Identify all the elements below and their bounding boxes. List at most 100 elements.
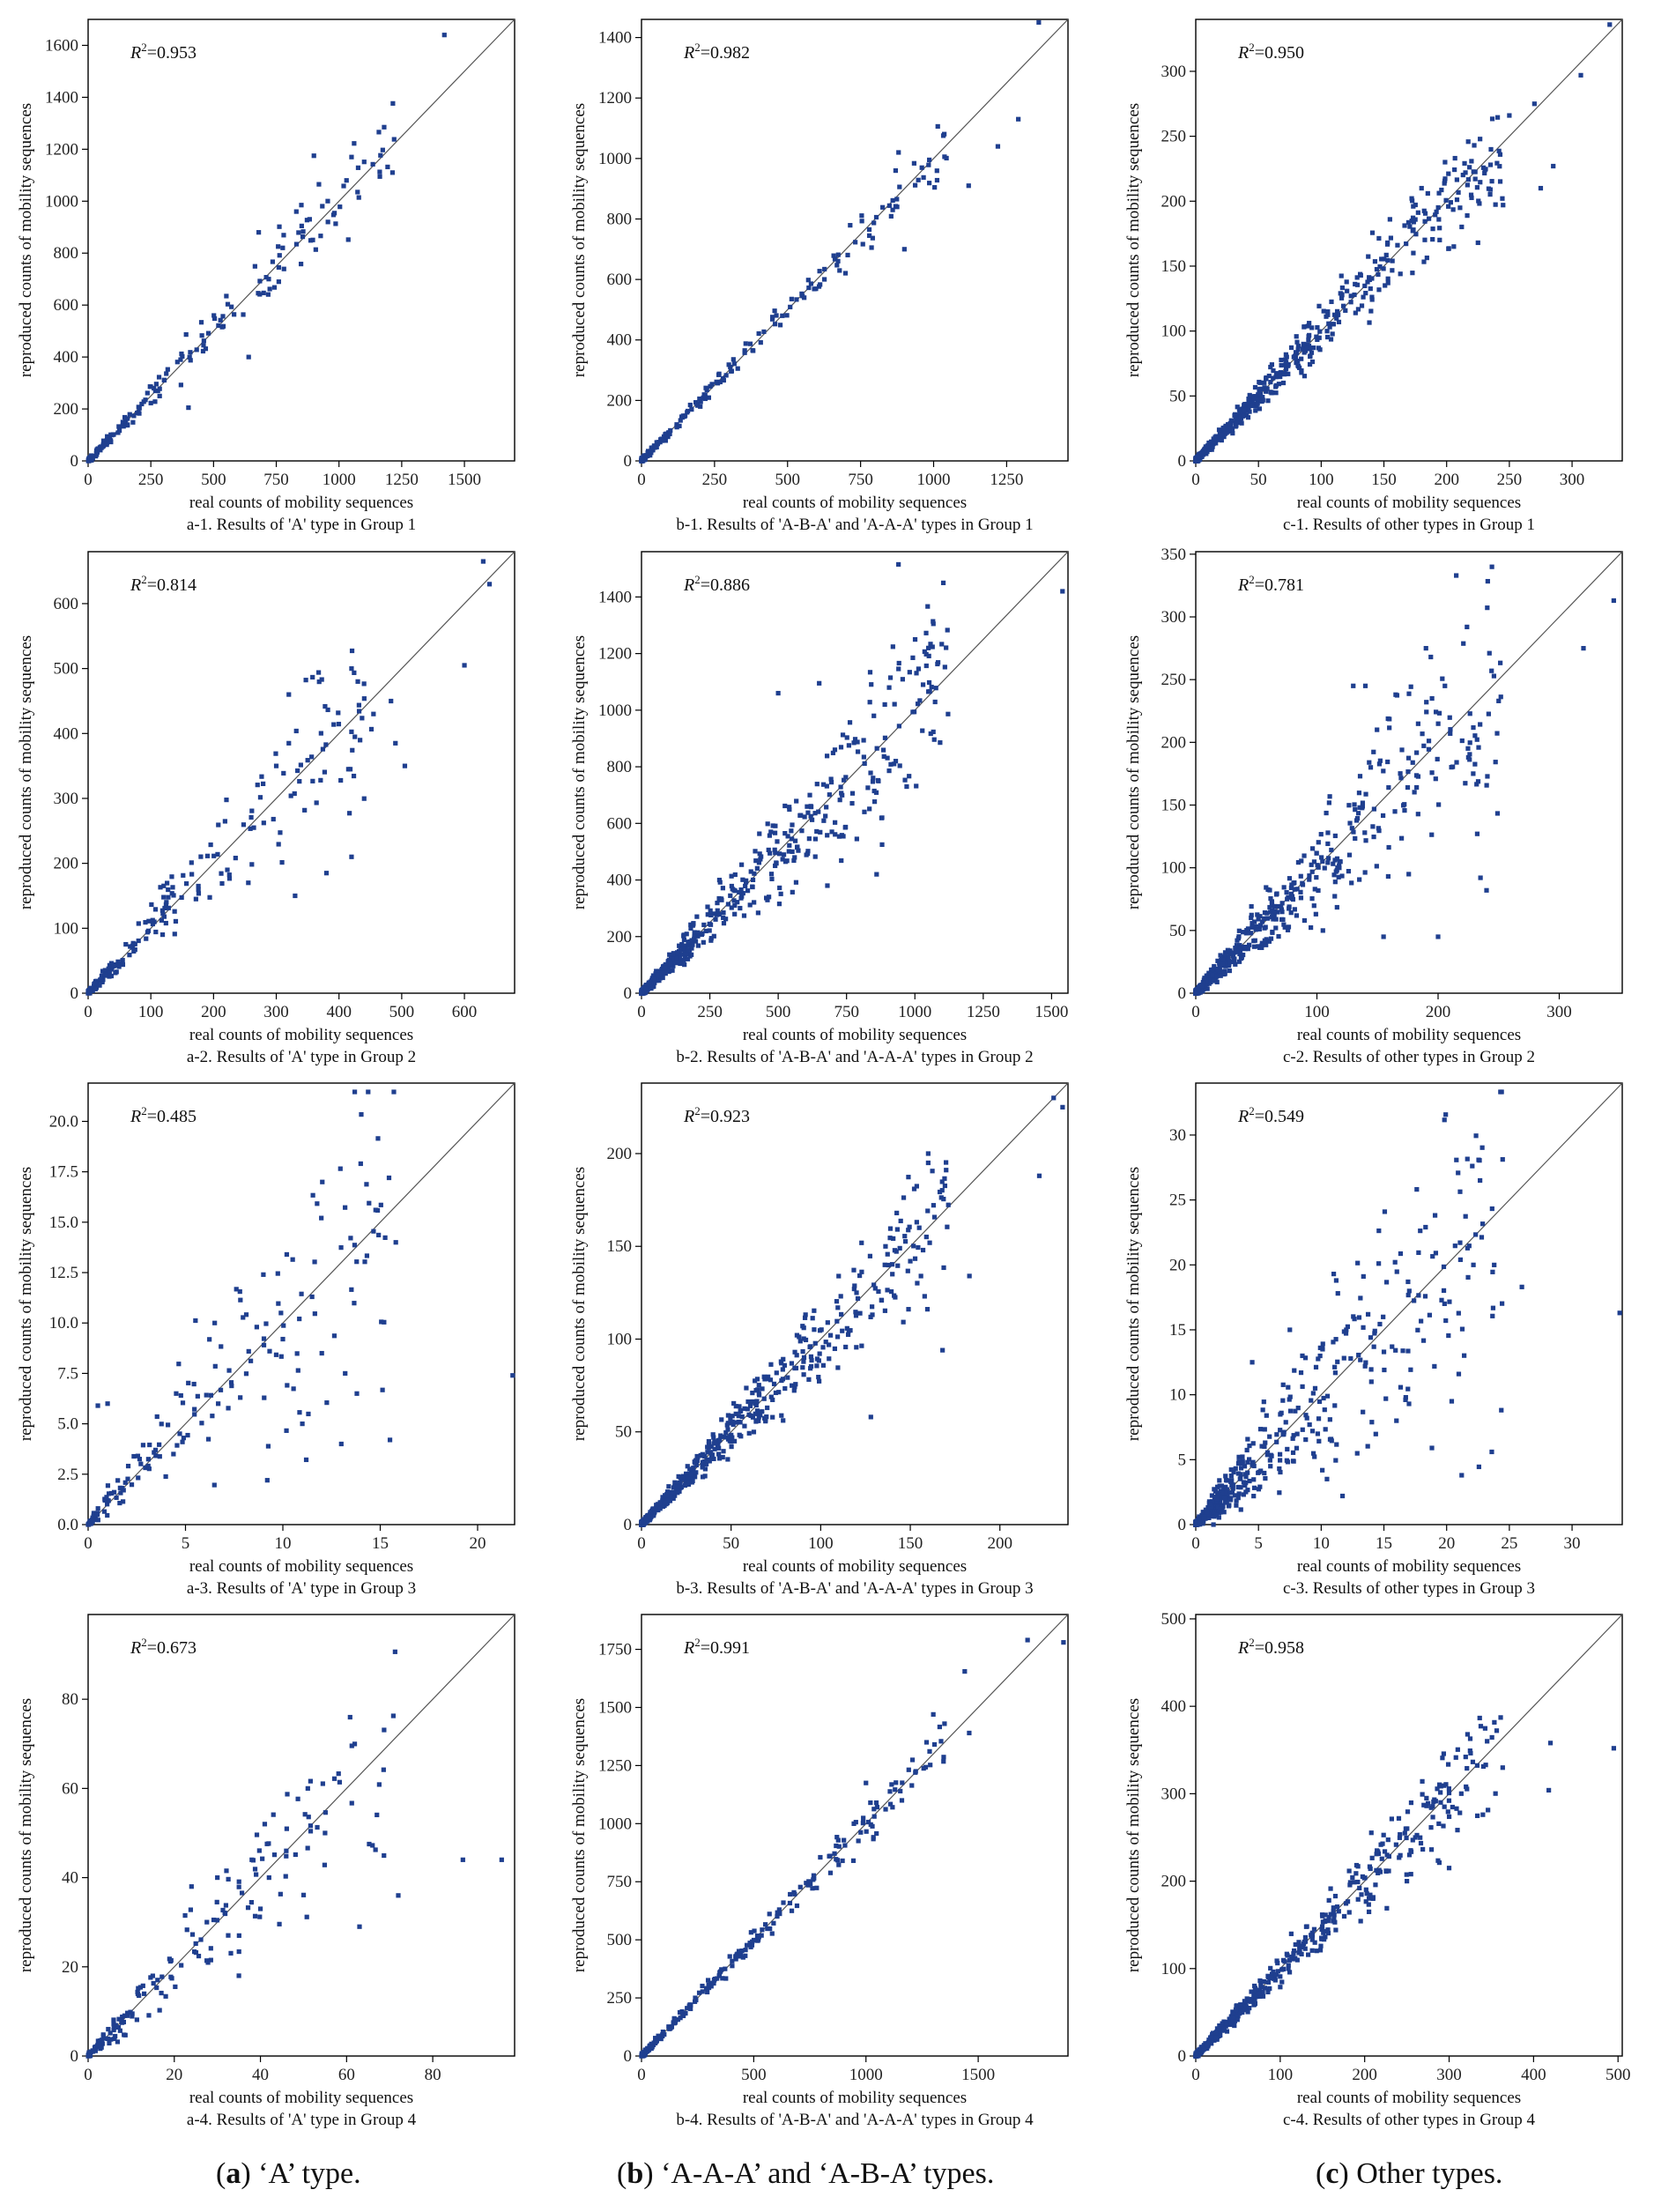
data-point (725, 902, 731, 907)
data-point (739, 1414, 745, 1420)
data-point (864, 1829, 869, 1834)
data-point (821, 818, 827, 823)
data-point (248, 814, 254, 820)
data-point (351, 773, 357, 779)
data-point (892, 701, 897, 707)
data-point (1060, 1104, 1065, 1110)
data-point (1285, 896, 1290, 902)
data-point (818, 829, 823, 835)
data-point (1325, 830, 1331, 835)
data-point (1498, 694, 1503, 700)
data-point (373, 1847, 378, 1852)
data-point (292, 791, 297, 797)
data-point (1292, 907, 1297, 912)
data-point (1294, 887, 1300, 892)
x-tick-label: 0 (84, 1534, 93, 1553)
data-point (95, 446, 100, 451)
data-point (166, 887, 171, 893)
data-point (938, 740, 943, 746)
data-point (729, 905, 734, 910)
data-point (810, 1316, 815, 1321)
data-point (1354, 275, 1360, 280)
data-point (1223, 1473, 1228, 1479)
data-point (1274, 1432, 1279, 1437)
data-point (1331, 1340, 1336, 1345)
data-point (1320, 1341, 1325, 1347)
data-point (145, 930, 151, 935)
data-point (94, 1512, 100, 1518)
data-point (1339, 293, 1345, 298)
data-point (1462, 160, 1467, 166)
identity-line (641, 551, 1069, 994)
data-point (1399, 747, 1405, 753)
data-point (854, 1345, 859, 1350)
data-point (219, 871, 224, 876)
data-point (104, 1495, 109, 1500)
data-point (1212, 439, 1217, 444)
y-tick-label: 800 (607, 758, 633, 776)
data-point (1234, 1498, 1239, 1503)
data-point (1479, 1235, 1485, 1240)
data-point (708, 922, 714, 927)
data-point (1578, 72, 1583, 78)
data-point (711, 1980, 716, 1986)
data-point (845, 1332, 851, 1337)
data-point (923, 663, 929, 669)
data-point (1351, 1314, 1356, 1319)
data-point (894, 1780, 899, 1785)
data-point (827, 1342, 832, 1347)
identity-line (87, 19, 515, 462)
data-point (708, 1444, 714, 1450)
data-point (681, 937, 687, 943)
y-tick-label: 500 (607, 1931, 633, 1949)
data-point (934, 177, 940, 183)
data-point (711, 1977, 717, 1983)
x-tick-label: 0 (637, 1534, 646, 1553)
data-point (159, 1421, 164, 1427)
data-point (1233, 961, 1238, 967)
data-point (886, 1262, 891, 1268)
data-point (154, 1985, 159, 1991)
data-point (389, 170, 396, 175)
data-point (765, 897, 770, 902)
data-point (1405, 1386, 1411, 1392)
data-point (1331, 861, 1336, 866)
data-point (252, 1867, 258, 1872)
data-point (1287, 1408, 1294, 1414)
data-point (889, 1262, 895, 1267)
data-point (1250, 921, 1255, 926)
data-point (871, 220, 877, 226)
data-point (128, 944, 133, 949)
data-point (765, 1926, 770, 1932)
data-point (1257, 386, 1263, 391)
data-point (859, 1343, 864, 1348)
data-point (747, 341, 753, 346)
data-point (1468, 192, 1474, 197)
data-point (854, 1290, 859, 1295)
data-point (236, 1973, 241, 1978)
data-point (742, 1423, 747, 1429)
data-point (941, 1196, 946, 1202)
data-point (686, 1480, 691, 1486)
data-point (758, 857, 763, 862)
data-point (214, 1899, 219, 1904)
data-point (702, 395, 708, 400)
data-point (1264, 916, 1270, 921)
data-point (180, 1400, 186, 1406)
data-point (134, 2017, 139, 2023)
data-point (152, 1447, 159, 1452)
x-tick-label: 250 (1497, 471, 1523, 489)
data-point (1243, 1489, 1249, 1495)
data-point (900, 1780, 905, 1785)
data-point (1408, 1367, 1413, 1372)
data-point (285, 1792, 290, 1797)
data-point (1377, 264, 1383, 270)
data-point (1465, 1156, 1470, 1162)
y-tick-label: 1600 (45, 36, 78, 55)
data-point (931, 737, 937, 742)
data-point (855, 1295, 861, 1302)
data-point (1331, 322, 1337, 327)
data-point (885, 755, 890, 761)
data-point (922, 1294, 927, 1299)
data-point (931, 1203, 937, 1208)
